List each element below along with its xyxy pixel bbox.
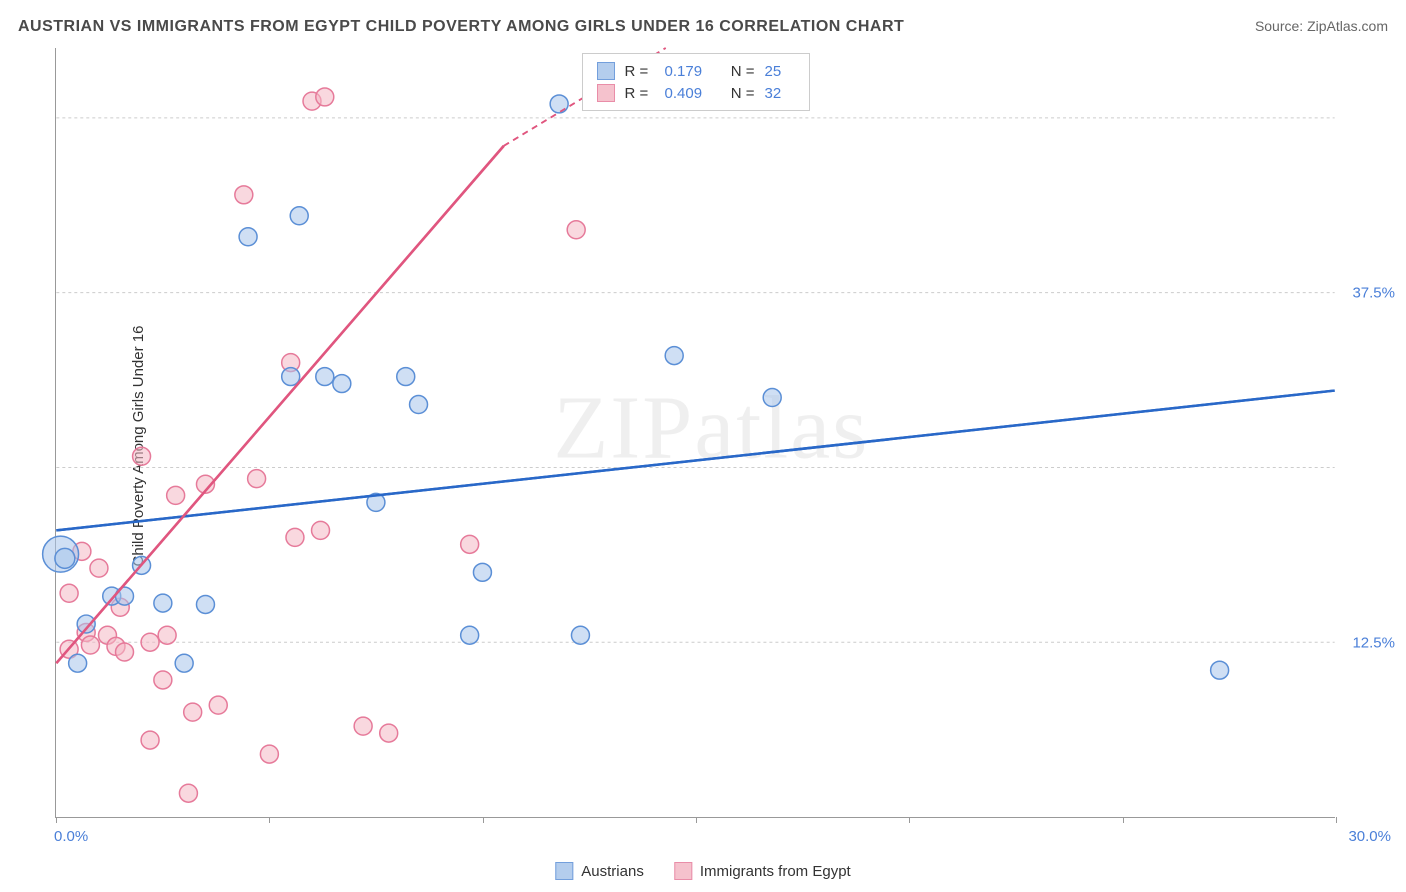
data-point xyxy=(154,671,172,689)
data-point xyxy=(397,368,415,386)
data-point xyxy=(196,595,214,613)
legend-n-label: N = xyxy=(725,85,755,102)
x-tick-mark xyxy=(1123,817,1124,823)
data-point xyxy=(141,731,159,749)
data-point xyxy=(167,486,185,504)
data-point xyxy=(209,696,227,714)
source-attribution: Source: ZipAtlas.com xyxy=(1255,18,1388,34)
data-point xyxy=(60,584,78,602)
data-point xyxy=(175,654,193,672)
legend-n-value: 32 xyxy=(765,85,795,102)
data-point xyxy=(235,186,253,204)
data-point xyxy=(81,636,99,654)
legend-r-label: R = xyxy=(625,63,655,80)
data-point xyxy=(184,703,202,721)
legend-row: R = 0.409 N = 32 xyxy=(597,82,795,104)
series-legend: Austrians Immigrants from Egypt xyxy=(555,862,850,880)
chart-container: AUSTRIAN VS IMMIGRANTS FROM EGYPT CHILD … xyxy=(0,0,1406,892)
data-point xyxy=(410,396,428,414)
plot-area: ZIPatlas R = 0.179 N = 25 R = 0.409 N = … xyxy=(55,48,1335,818)
data-point xyxy=(282,368,300,386)
legend-n-value: 25 xyxy=(765,63,795,80)
data-point xyxy=(286,528,304,546)
data-point xyxy=(116,643,134,661)
legend-row: R = 0.179 N = 25 xyxy=(597,60,795,82)
x-tick-mark xyxy=(56,817,57,823)
data-point xyxy=(461,626,479,644)
x-tick-mark xyxy=(269,817,270,823)
chart-title: AUSTRIAN VS IMMIGRANTS FROM EGYPT CHILD … xyxy=(18,18,904,36)
source-name: ZipAtlas.com xyxy=(1307,18,1388,34)
x-tick-label: 30.0% xyxy=(1348,828,1391,845)
data-point xyxy=(473,563,491,581)
data-point xyxy=(550,95,568,113)
data-point xyxy=(763,389,781,407)
x-tick-mark xyxy=(909,817,910,823)
legend-item: Immigrants from Egypt xyxy=(674,862,851,880)
legend-item: Austrians xyxy=(555,862,644,880)
data-point xyxy=(158,626,176,644)
data-point xyxy=(665,347,683,365)
data-point xyxy=(133,447,151,465)
data-point xyxy=(290,207,308,225)
x-tick-mark xyxy=(696,817,697,823)
data-point xyxy=(567,221,585,239)
data-point xyxy=(380,724,398,742)
data-point xyxy=(316,368,334,386)
data-point xyxy=(333,375,351,393)
legend-n-label: N = xyxy=(725,63,755,80)
legend-series-label: Immigrants from Egypt xyxy=(700,863,851,880)
data-point xyxy=(55,548,75,568)
legend-series-label: Austrians xyxy=(581,863,644,880)
data-point xyxy=(141,633,159,651)
legend-r-value: 0.409 xyxy=(665,85,715,102)
data-point xyxy=(90,559,108,577)
data-point xyxy=(354,717,372,735)
data-point xyxy=(571,626,589,644)
y-tick-label: 12.5% xyxy=(1352,635,1395,652)
data-point xyxy=(1211,661,1229,679)
legend-r-label: R = xyxy=(625,85,655,102)
scatter-plot-svg xyxy=(56,48,1335,817)
legend-swatch xyxy=(555,862,573,880)
legend-swatch xyxy=(674,862,692,880)
data-point xyxy=(69,654,87,672)
data-point xyxy=(461,535,479,553)
x-tick-mark xyxy=(483,817,484,823)
data-point xyxy=(260,745,278,763)
x-tick-label: 0.0% xyxy=(54,828,88,845)
data-point xyxy=(154,594,172,612)
x-tick-mark xyxy=(1336,817,1337,823)
data-point xyxy=(316,88,334,106)
data-point xyxy=(179,784,197,802)
data-point xyxy=(248,470,266,488)
legend-swatch xyxy=(597,62,615,80)
y-tick-label: 37.5% xyxy=(1352,285,1395,302)
correlation-legend: R = 0.179 N = 25 R = 0.409 N = 32 xyxy=(582,53,810,111)
data-point xyxy=(239,228,257,246)
source-prefix: Source: xyxy=(1255,18,1307,34)
legend-swatch xyxy=(597,84,615,102)
data-point xyxy=(312,521,330,539)
legend-r-value: 0.179 xyxy=(665,63,715,80)
